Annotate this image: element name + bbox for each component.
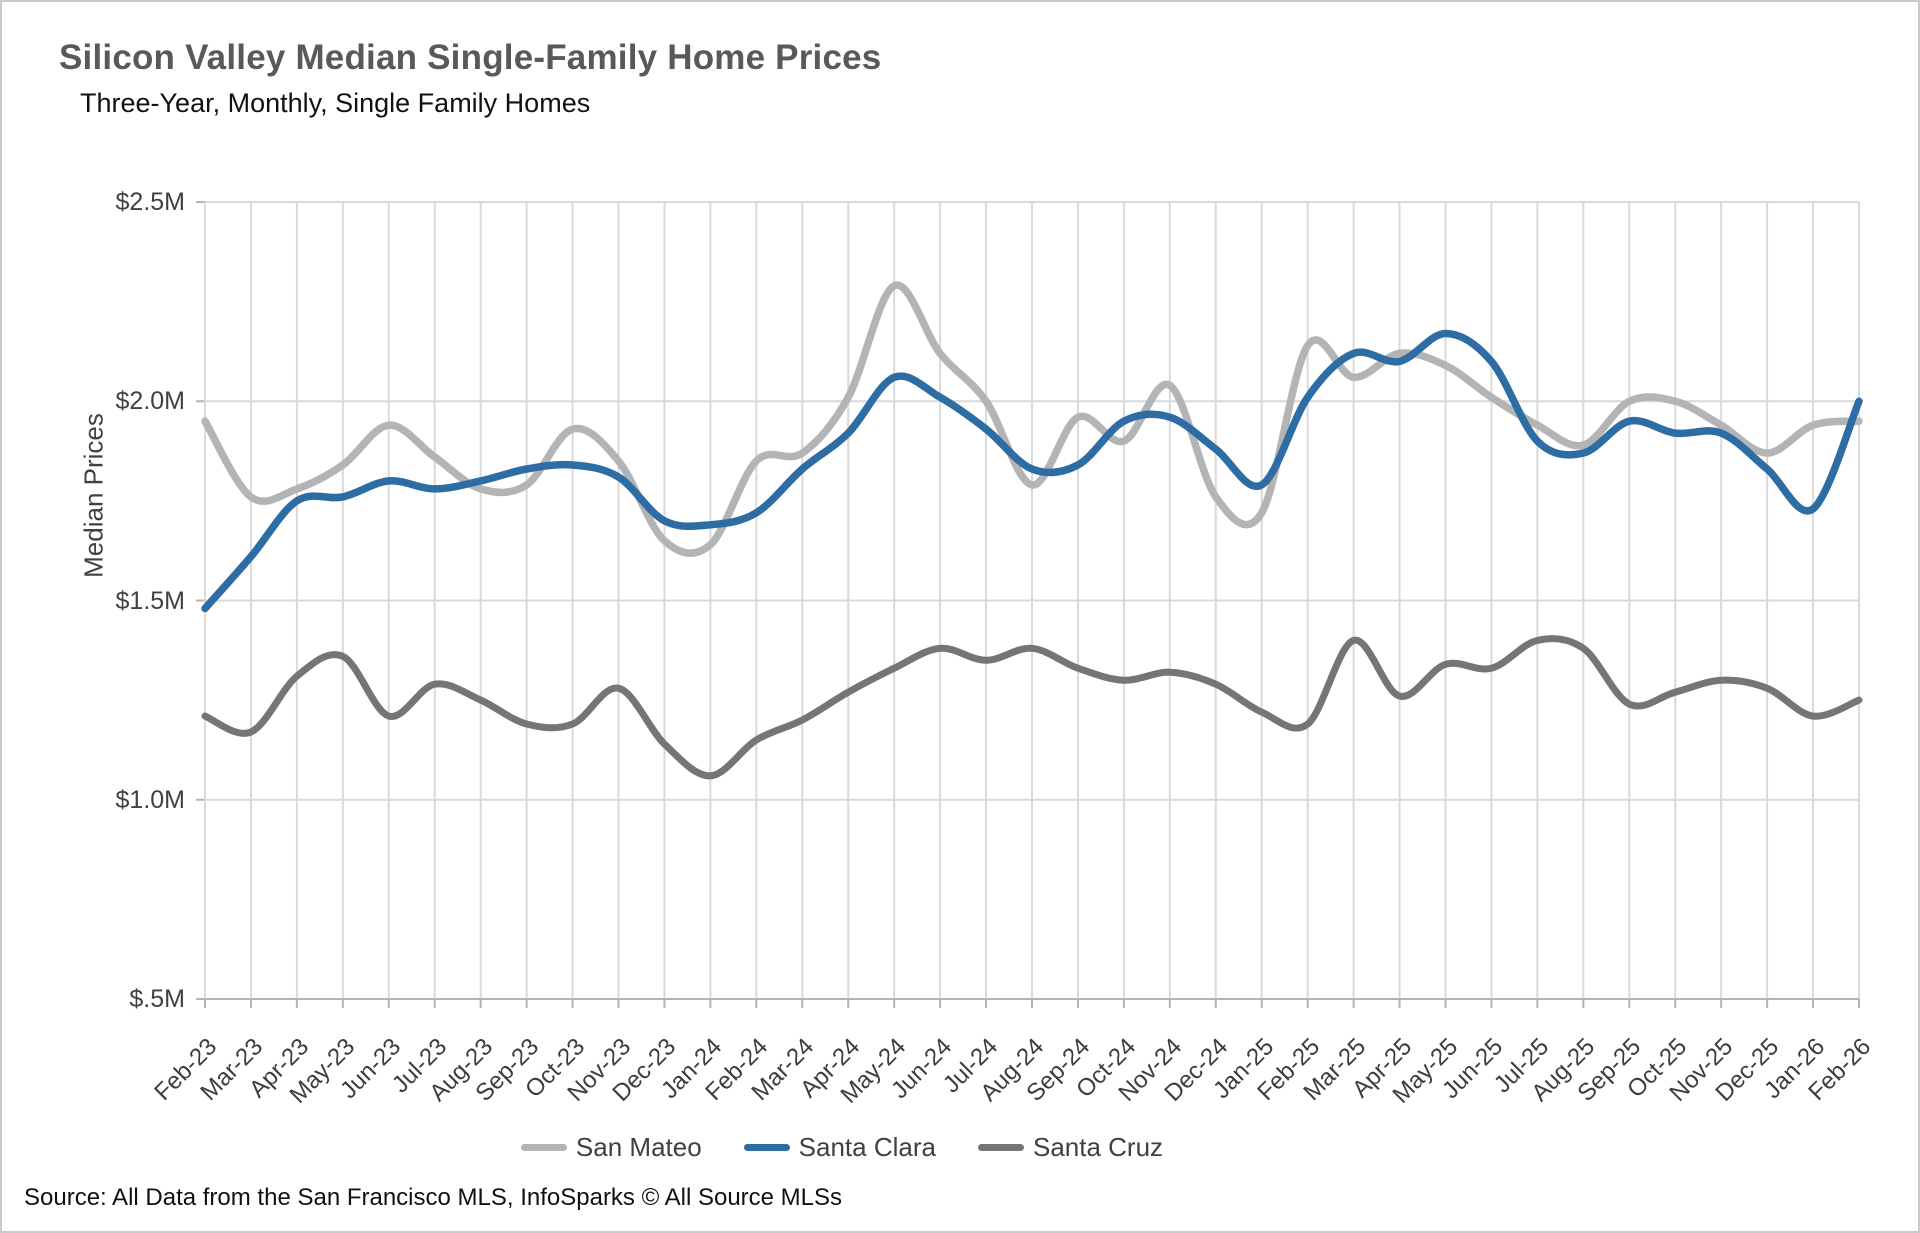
legend-swatch-icon: [743, 1144, 790, 1151]
legend-swatch-icon: [520, 1144, 567, 1151]
y-axis-label: $2.5M: [115, 188, 185, 216]
legend-swatch-icon: [977, 1144, 1024, 1151]
chart-subtitle: Three-Year, Monthly, Single Family Homes: [80, 88, 591, 118]
y-axis-label: $2.0M: [115, 387, 185, 416]
legend-label: Santa Clara: [798, 1132, 936, 1162]
y-axis-label: $.5M: [129, 985, 185, 1013]
legend-label: Santa Cruz: [1032, 1132, 1164, 1162]
legend-label: San Mateo: [575, 1132, 702, 1162]
source-note: Source: All Data from the San Francisco …: [24, 1184, 843, 1211]
series-line-san-mateo: [201, 281, 1863, 557]
series-line-santa-cruz: [201, 635, 1863, 780]
series-line-santa-clara: [201, 329, 1863, 613]
legend-item-santa-cruz: Santa Cruz: [977, 1132, 1164, 1163]
chart-legend: San Mateo Santa Clara Santa Cruz: [482, 1132, 1202, 1163]
page-title: Silicon Valley Median Single-Family Home…: [59, 38, 882, 77]
y-axis-label: $1.0M: [115, 785, 185, 814]
y-axis-label: $1.5M: [115, 586, 185, 615]
legend-item-san-mateo: San Mateo: [520, 1132, 702, 1163]
legend-item-santa-clara: Santa Clara: [743, 1132, 936, 1163]
